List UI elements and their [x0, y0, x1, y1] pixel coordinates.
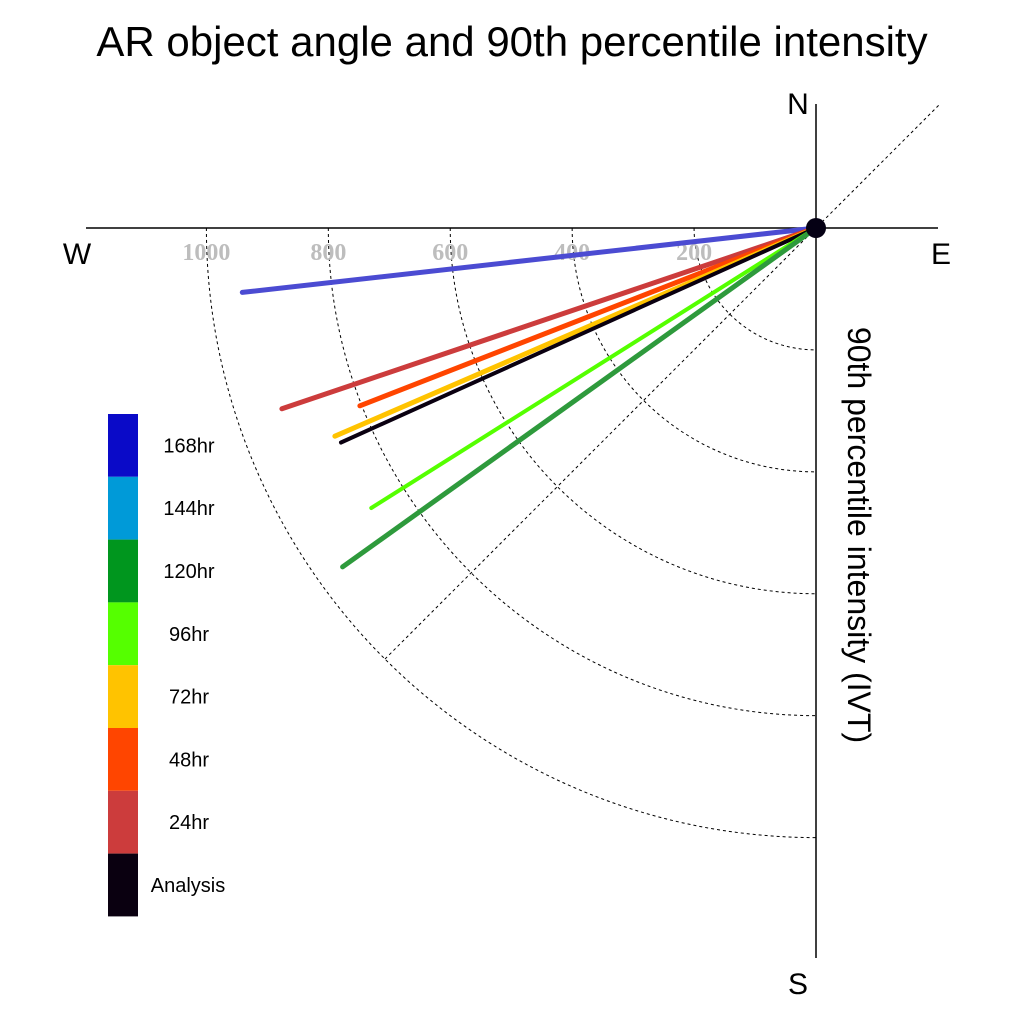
legend-label-72hr: 72hr — [169, 687, 209, 709]
radial-tick-labels: 2004006008001000 — [182, 240, 712, 266]
vector-96hr — [369, 226, 818, 510]
compass-west-label: W — [63, 238, 92, 271]
legend-label-144hr: 144hr — [163, 498, 214, 520]
legend-label-120hr: 120hr — [163, 561, 214, 583]
origin-marker — [806, 218, 826, 238]
compass-north-label: N — [787, 88, 809, 121]
radial-tick-label-800: 800 — [310, 240, 346, 266]
grid-arc-400 — [571, 227, 817, 473]
legend: 168hr 144hr 120hr 96hr 72hr 48hr 24hr Analysis — [108, 414, 225, 917]
chart-title: AR object angle and 90th percentile inte… — [96, 18, 927, 65]
legend-swatch-96hr — [108, 602, 138, 666]
legend-swatch-144hr — [108, 476, 138, 540]
radial-tick-label-600: 600 — [432, 240, 468, 266]
legend-swatch-48hr — [108, 728, 138, 791]
grid-arc-600 — [449, 227, 817, 595]
legend-label-24hr: 24hr — [169, 812, 209, 834]
grid-arc-800 — [327, 227, 817, 717]
vector-layer — [239, 225, 819, 570]
legend-swatch-analysis — [108, 853, 138, 917]
vector-48hr — [357, 225, 819, 409]
legend-swatch-72hr — [108, 665, 138, 728]
compass-east-label: E — [931, 238, 951, 271]
vector-168hr — [239, 225, 819, 295]
legend-swatch-168hr — [108, 414, 138, 477]
legend-swatch-120hr — [108, 539, 138, 603]
compass-south-label: S — [788, 968, 808, 1001]
grid-layer — [205, 103, 941, 839]
grid-arc-200 — [693, 227, 817, 351]
vector-24hr — [279, 225, 819, 412]
grid-arc-1000 — [205, 227, 817, 839]
radial-tick-label-1000: 1000 — [182, 240, 230, 266]
legend-label-analysis: Analysis — [151, 875, 225, 897]
vector-120hr — [340, 225, 819, 570]
vector-analysis — [339, 226, 818, 445]
y-axis-label: 90th percentile intensity (IVT) — [841, 327, 877, 743]
legend-swatch-24hr — [108, 790, 138, 854]
legend-label-96hr: 96hr — [169, 624, 209, 646]
legend-label-48hr: 48hr — [169, 749, 209, 771]
diagonal-reference-line — [384, 103, 941, 660]
legend-label-168hr: 168hr — [163, 435, 214, 457]
